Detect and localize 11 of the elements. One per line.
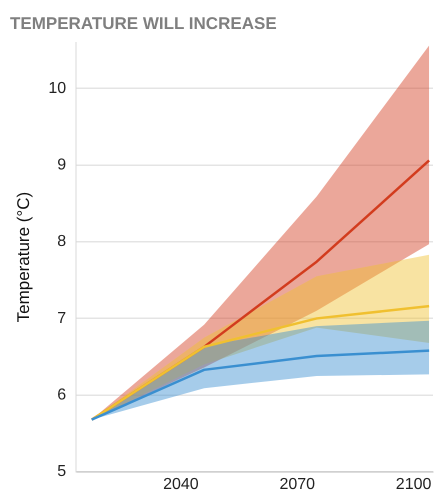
y-tick-label: 6 xyxy=(57,386,66,404)
x-tick-label: 2040 xyxy=(163,476,199,493)
y-axis-title: Temperature (°C) xyxy=(14,192,33,322)
x-tick-label: 2100 xyxy=(396,476,432,493)
y-tick-label: 5 xyxy=(57,463,66,480)
y-tick-label: 7 xyxy=(57,310,66,327)
y-tick-label: 9 xyxy=(57,156,66,174)
chart-title: TEMPERATURE WILL INCREASE xyxy=(10,14,277,33)
y-tick-label: 8 xyxy=(57,233,66,250)
x-tick-label: 2070 xyxy=(279,476,316,493)
y-tick-label: 10 xyxy=(48,80,66,97)
